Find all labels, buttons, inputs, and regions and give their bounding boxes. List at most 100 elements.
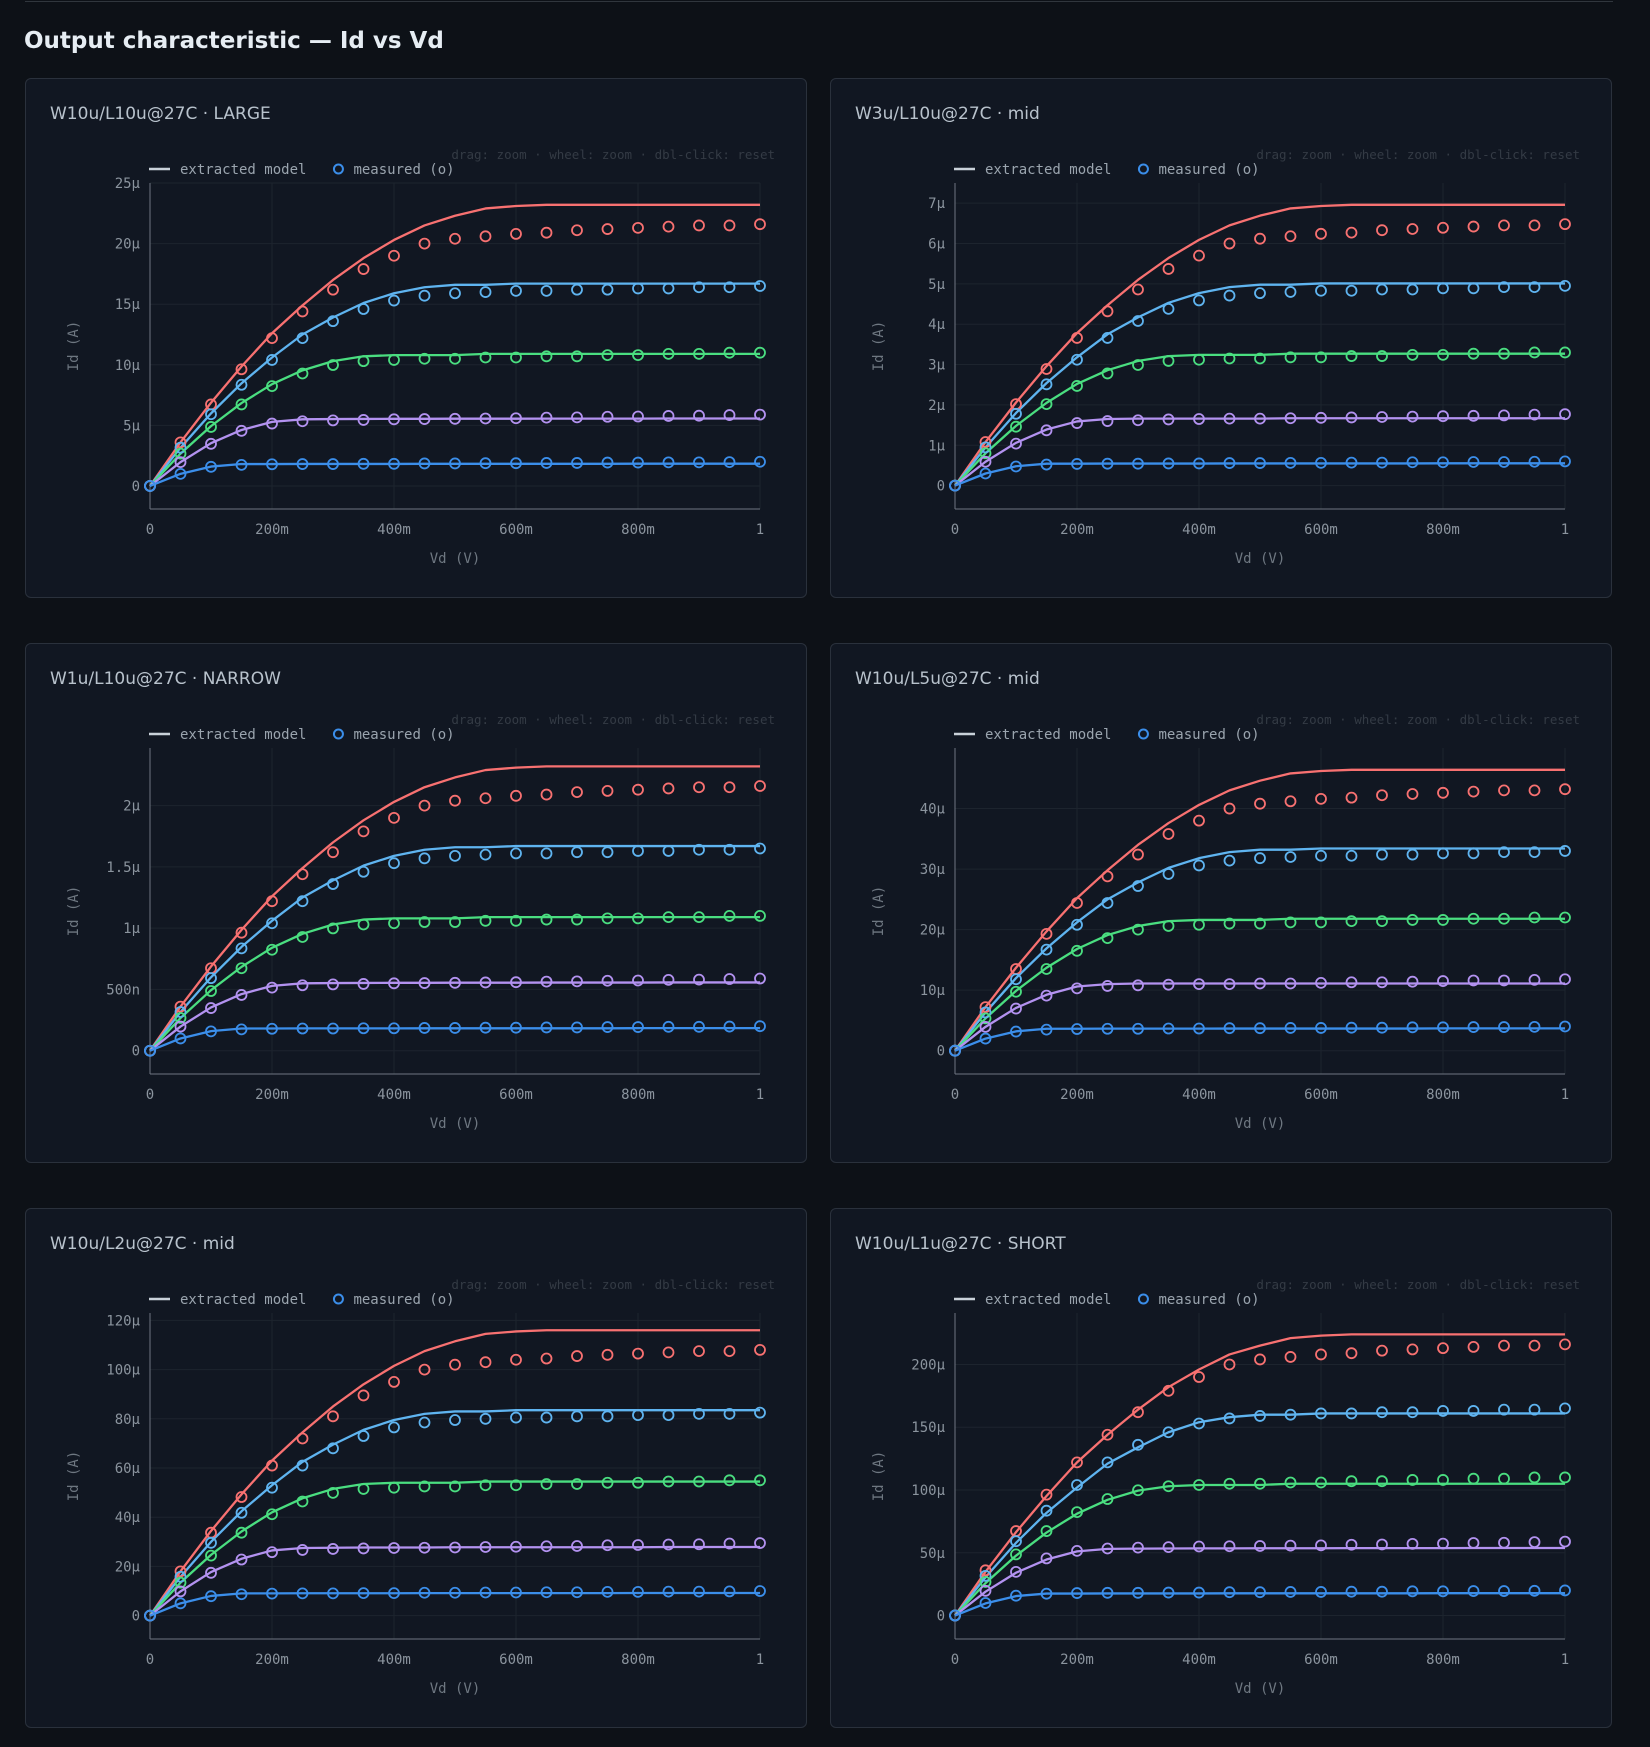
measured-point: [327, 359, 339, 371]
chart-title: W10u/L5u@27C · mid: [855, 669, 1040, 689]
measured-point: [1254, 232, 1266, 245]
measured-point: [1223, 1412, 1236, 1425]
section-heading: Output characteristic — Id vs Vd: [24, 28, 444, 54]
measured-point: [296, 1495, 309, 1508]
measured-point: [510, 227, 522, 240]
measured-point: [1315, 792, 1327, 805]
measured-point: [510, 1353, 522, 1366]
measured-point: [979, 455, 992, 468]
x-tick-label: 200m: [1060, 522, 1094, 538]
legend-label[interactable]: measured (o): [353, 162, 454, 178]
measured-point: [1010, 1025, 1022, 1038]
chart: W10u/L10u@27C · LARGE drag: zoom · wheel:…: [50, 104, 775, 567]
measured-point: [1101, 305, 1114, 318]
measured-point: [205, 972, 217, 985]
y-tick-label: 4µ: [928, 317, 945, 333]
measured-point: [601, 410, 614, 423]
chart: W3u/L10u@27C · mid drag: zoom · wheel: zo…: [855, 104, 1580, 567]
x-tick-label: 0: [951, 1652, 959, 1668]
measured-point: [1193, 249, 1205, 262]
measured-point: [1437, 975, 1449, 987]
measured-point: [174, 436, 187, 449]
y-tick-label: 3µ: [928, 358, 945, 374]
measured-point: [1467, 1472, 1480, 1485]
measured-point: [174, 1032, 187, 1045]
legend-label[interactable]: measured (o): [1158, 162, 1259, 178]
legend-label[interactable]: measured (o): [1158, 1292, 1259, 1308]
measured-point: [754, 842, 766, 855]
measured-point: [1223, 1477, 1236, 1490]
x-axis-label: Vd (V): [430, 1681, 481, 1697]
y-tick-label: 40µ: [920, 802, 946, 818]
measured-point: [1528, 281, 1541, 293]
legend-marker: [1137, 1293, 1149, 1305]
measured-point: [1071, 1456, 1083, 1469]
y-tick-label: 30µ: [920, 862, 946, 878]
measured-point: [388, 413, 400, 426]
measured-point: [418, 1480, 431, 1493]
x-tick-label: 1: [756, 522, 764, 538]
measured-point: [1498, 784, 1510, 797]
measured-point: [1223, 412, 1236, 425]
legend-label[interactable]: extracted model: [180, 727, 306, 743]
measured-point: [1223, 802, 1236, 815]
legend-label[interactable]: extracted model: [985, 727, 1111, 743]
legend-label[interactable]: extracted model: [985, 162, 1111, 178]
measured-point: [449, 794, 461, 807]
measured-point: [1528, 1020, 1541, 1033]
measured-point: [327, 1486, 339, 1499]
legend-label[interactable]: extracted model: [180, 1292, 306, 1308]
legend-label[interactable]: extracted model: [180, 162, 306, 178]
measured-point: [479, 412, 492, 425]
model-curve: [954, 982, 1565, 1052]
x-tick-label: 600m: [1304, 1652, 1338, 1668]
model-curve: [149, 1545, 760, 1617]
x-tick-label: 400m: [377, 522, 411, 538]
measured-point: [357, 825, 370, 838]
legend-label[interactable]: measured (o): [1158, 727, 1259, 743]
legend-label[interactable]: measured (o): [353, 1292, 454, 1308]
measured-point: [388, 457, 400, 470]
measured-point: [510, 976, 522, 989]
measured-point: [632, 1539, 644, 1551]
model-curve: [149, 844, 760, 1052]
measured-point: [601, 283, 614, 296]
measured-point: [1437, 1021, 1449, 1034]
measured-point: [418, 1416, 431, 1429]
plot-area[interactable]: [955, 1313, 1565, 1639]
top-rule: [25, 1, 1613, 2]
measured-point: [979, 467, 992, 480]
measured-point: [266, 1587, 278, 1600]
measured-point: [510, 1540, 522, 1553]
measured-point: [479, 848, 492, 861]
measured-point: [693, 409, 705, 422]
measured-point: [174, 1000, 187, 1013]
measured-point: [1071, 353, 1083, 366]
measured-point: [327, 414, 339, 427]
measured-point: [571, 786, 583, 799]
interaction-hint: drag: zoom · wheel: zoom · dbl-click: re…: [451, 147, 775, 162]
measured-point: [1559, 1471, 1571, 1484]
measured-point: [979, 441, 992, 454]
measured-point: [357, 1389, 370, 1402]
measured-point: [601, 349, 614, 361]
model-curve: [149, 1409, 760, 1617]
measured-point: [479, 1356, 492, 1369]
measured-point: [174, 447, 187, 460]
legend-label[interactable]: measured (o): [353, 727, 454, 743]
measured-point: [266, 1508, 278, 1521]
measured-point: [754, 218, 766, 231]
legend-label[interactable]: extracted model: [985, 1292, 1111, 1308]
measured-point: [571, 457, 583, 469]
measured-point: [571, 1021, 583, 1034]
y-tick-label: 1µ: [928, 438, 945, 454]
measured-point: [235, 962, 248, 975]
measured-point: [1071, 918, 1083, 931]
chart: W10u/L5u@27C · mid drag: zoom · wheel: zo…: [855, 669, 1580, 1132]
measured-point: [510, 847, 522, 860]
measured-point: [1528, 219, 1541, 232]
measured-point: [1040, 1552, 1053, 1565]
measured-point: [1132, 457, 1144, 470]
measured-point: [754, 1406, 766, 1419]
y-tick-label: 100µ: [106, 1363, 140, 1379]
